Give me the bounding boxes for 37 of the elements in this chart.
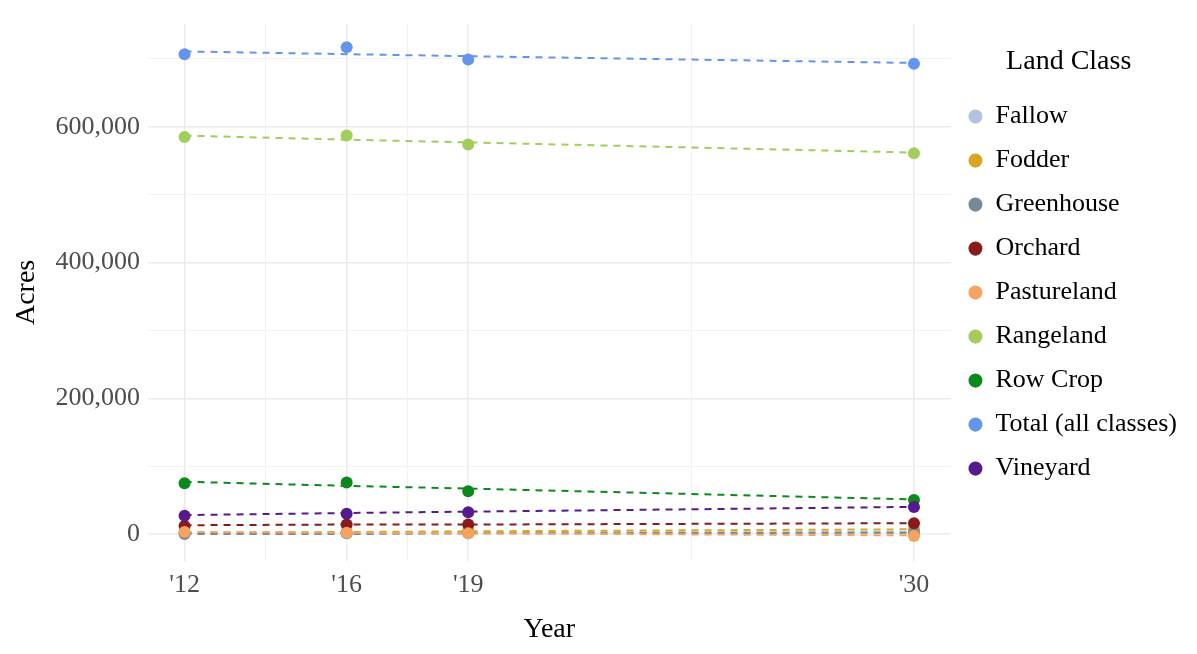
point [907,147,920,160]
point [340,41,353,54]
point [178,509,191,522]
x-tick-label: '19 [452,568,484,598]
point [340,507,353,520]
point [178,48,191,61]
point [907,517,920,530]
x-tick-label: '30 [898,568,930,598]
point [462,53,475,66]
x-tick-label: '12 [169,568,200,598]
point [340,476,353,489]
x-axis-title: Year [523,611,576,643]
point [462,506,475,519]
legend-title: Land Class [1006,44,1132,76]
legend-label: Orchard [995,232,1081,262]
legend-label: Fodder [995,144,1070,174]
point [462,485,475,498]
y-tick-label: 0 [127,517,141,547]
legend-label: Row Crop [995,364,1104,394]
legend-label: Greenhouse [995,188,1120,218]
legend-label: Vineyard [995,452,1091,482]
legend-label: Fallow [995,100,1068,130]
point [178,477,191,490]
legend-label: Rangeland [995,320,1107,350]
legend-label: Pastureland [995,276,1117,306]
point [178,130,191,143]
legend-label: Total (all classes) [995,408,1178,438]
point [907,57,920,70]
y-tick-label: 600,000 [55,110,141,140]
x-tick-label: '16 [331,568,362,598]
point [907,500,920,513]
point [462,138,475,151]
y-tick-label: 200,000 [55,382,141,412]
y-tick-label: 400,000 [55,246,141,276]
point [907,530,920,543]
y-axis-title: Acres [9,259,41,326]
point [340,129,353,142]
